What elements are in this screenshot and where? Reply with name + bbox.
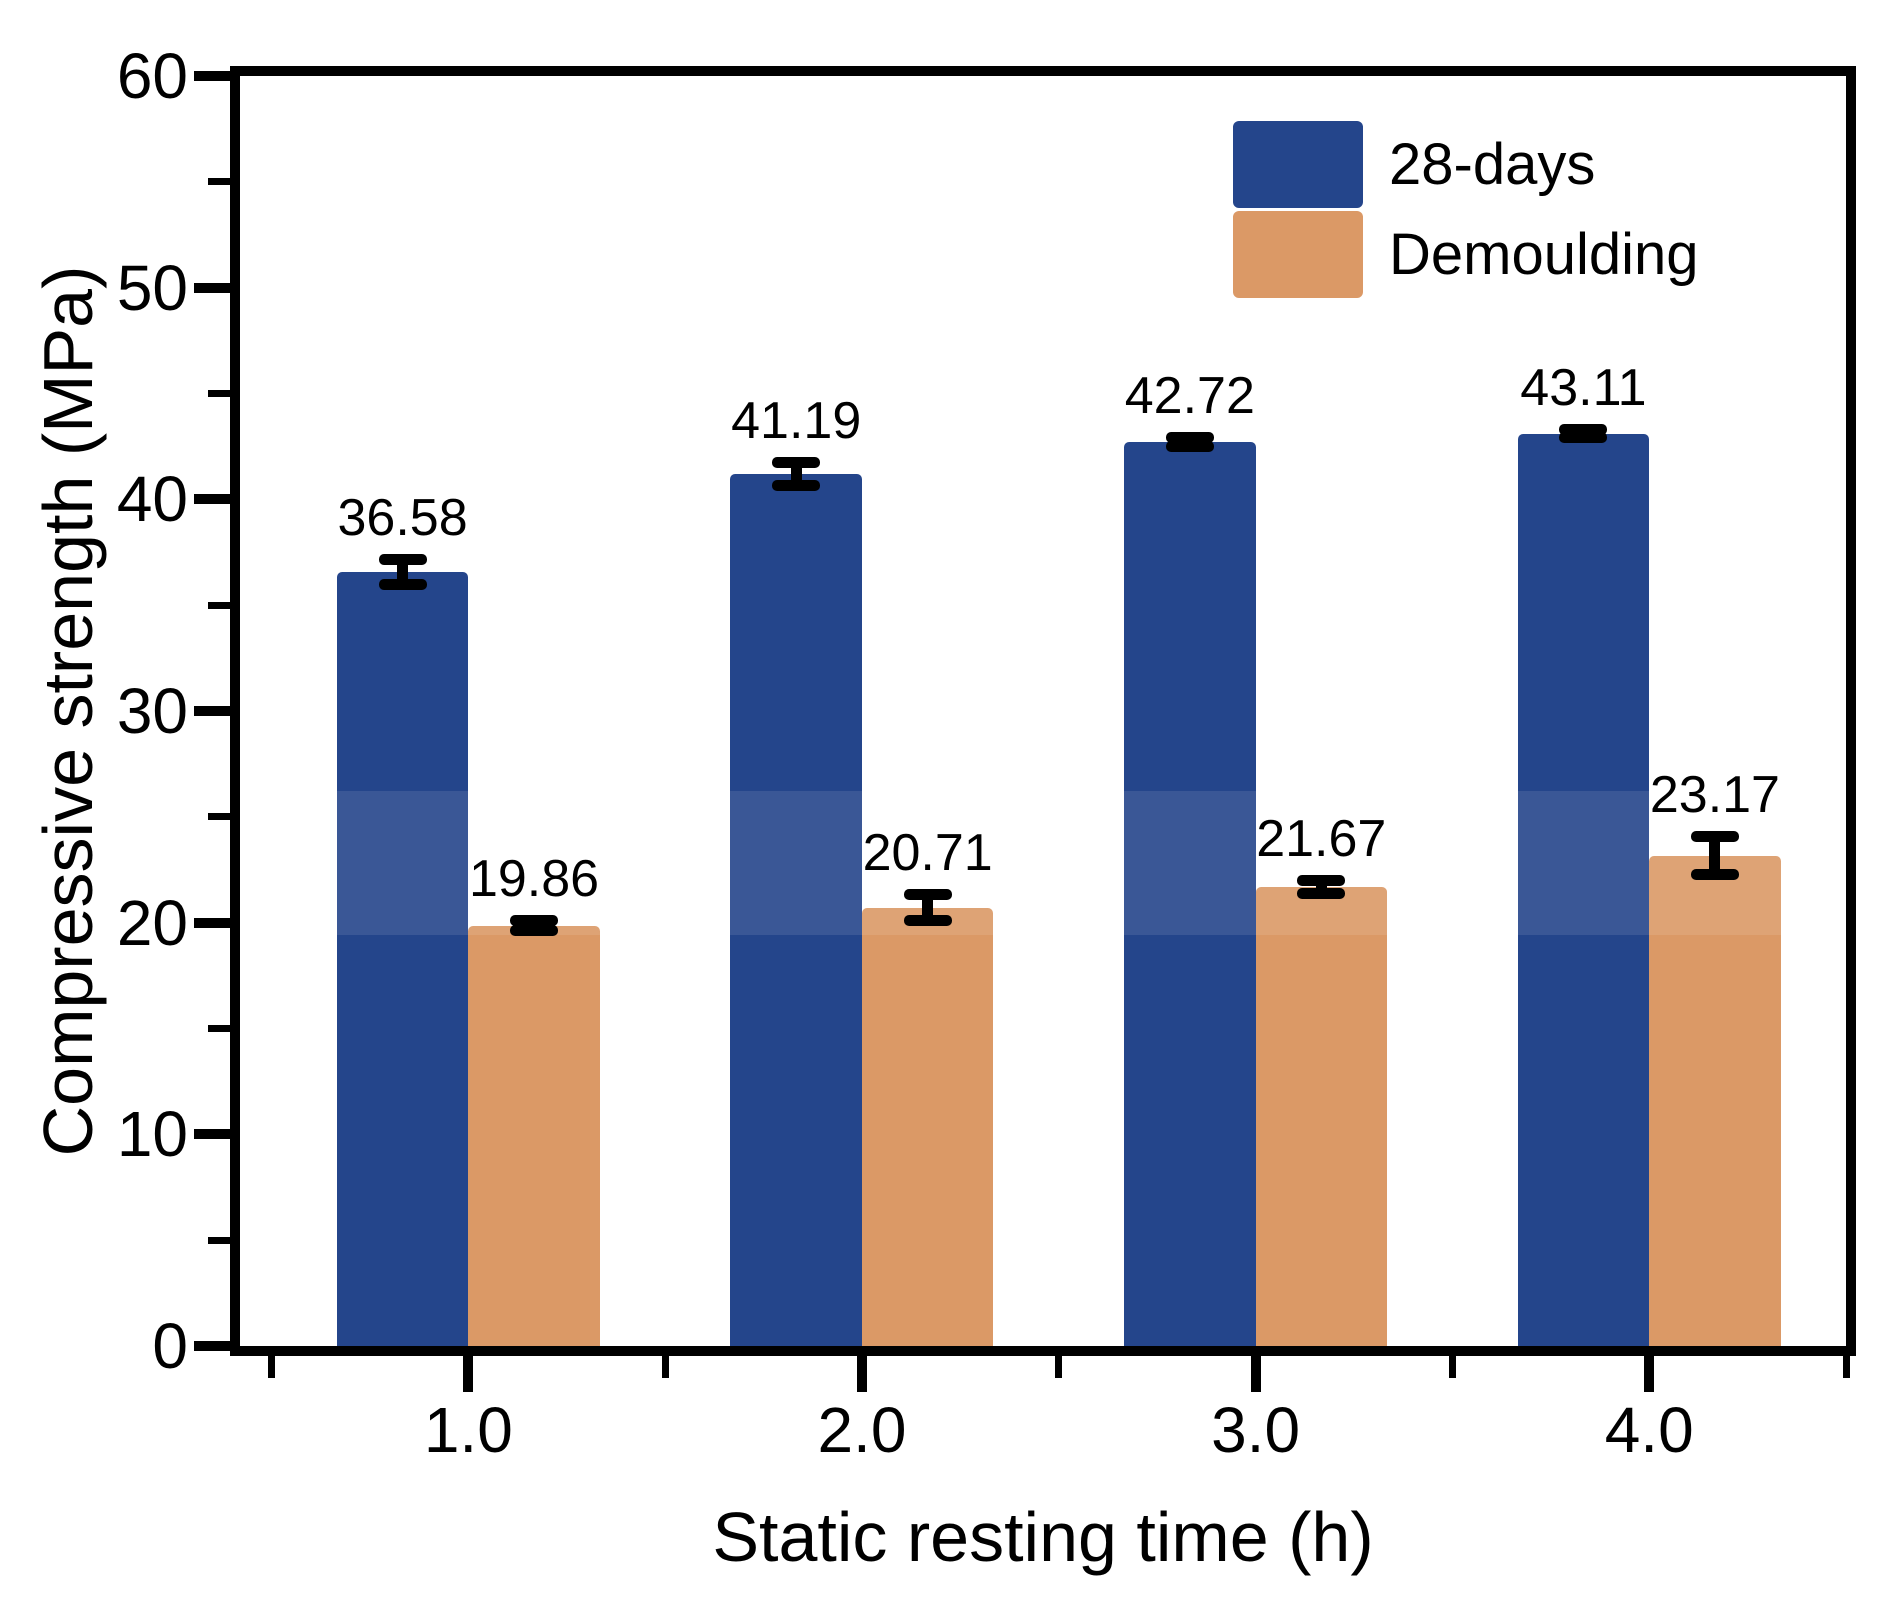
x-minor-tick-3.5	[1448, 1356, 1456, 1378]
value-label-Demoulding-3.0: 21.67	[1256, 810, 1387, 869]
x-tick-label-3.0: 3.0	[1211, 1394, 1301, 1466]
y-tick-label-40: 40	[116, 463, 188, 536]
x-minor-tick-4.5	[1842, 1356, 1850, 1378]
bar-Demoulding-1.0	[468, 925, 600, 1346]
y-major-tick-0	[194, 1341, 230, 1351]
y-major-tick-60	[194, 71, 230, 81]
error-cap-top-28-days-2.0	[772, 457, 821, 469]
legend-item-Demoulding: Demoulding	[1233, 211, 1699, 298]
value-label-28-days-3.0: 42.72	[1124, 367, 1255, 426]
x-minor-tick-2.5	[1055, 1356, 1063, 1378]
y-major-tick-10	[194, 1129, 230, 1140]
legend: 28-days Demoulding	[1233, 121, 1699, 301]
y-tick-label-60: 60	[116, 40, 188, 112]
bar-28-days-1.0	[336, 571, 469, 1346]
bar-Demoulding-4.0	[1649, 855, 1781, 1346]
error-cap-bottom-Demoulding-2.0	[903, 914, 952, 926]
error-cap-top-Demoulding-1.0	[510, 914, 559, 926]
x-tick-label-2.0: 2.0	[817, 1394, 907, 1466]
x-major-tick-4.0	[1644, 1356, 1655, 1392]
error-bar-28-days-1.0	[397, 559, 409, 585]
x-tick-label-4.0: 4.0	[1604, 1394, 1694, 1466]
bar-28-days-4.0	[1517, 433, 1650, 1346]
y-tick-label-0: 0	[152, 1310, 188, 1382]
error-cap-top-28-days-4.0	[1559, 423, 1608, 435]
y-minor-tick-15	[208, 1025, 230, 1032]
bar-28-days-3.0	[1124, 441, 1256, 1346]
y-major-tick-40	[194, 494, 230, 505]
y-tick-label-30: 30	[116, 675, 188, 747]
x-major-tick-3.0	[1250, 1356, 1261, 1392]
x-minor-tick-1.5	[661, 1356, 669, 1378]
error-bar-28-days-2.0	[790, 462, 802, 486]
error-cap-bottom-28-days-1.0	[378, 578, 427, 590]
value-label-28-days-1.0: 36.58	[337, 488, 468, 547]
y-minor-tick-5	[208, 1236, 230, 1244]
y-minor-tick-35	[208, 601, 230, 609]
error-bar-Demoulding-2.0	[922, 894, 934, 921]
x-axis-title: Static resting time (h)	[712, 1498, 1374, 1576]
value-label-28-days-4.0: 43.11	[1520, 358, 1647, 417]
error-cap-top-Demoulding-4.0	[1690, 831, 1739, 843]
error-cap-top-Demoulding-2.0	[903, 889, 952, 901]
y-major-tick-20	[194, 917, 230, 928]
error-cap-top-28-days-1.0	[378, 553, 427, 565]
legend-swatch-28-days	[1233, 121, 1363, 208]
y-minor-tick-55	[208, 178, 230, 186]
error-cap-bottom-28-days-3.0	[1165, 440, 1214, 452]
y-tick-label-10: 10	[116, 1098, 188, 1171]
bar-Demoulding-3.0	[1255, 887, 1388, 1346]
value-label-Demoulding-4.0: 23.17	[1649, 766, 1780, 825]
bar-28-days-2.0	[730, 474, 862, 1346]
value-label-28-days-2.0: 41.19	[731, 392, 862, 451]
error-cap-bottom-Demoulding-3.0	[1297, 888, 1346, 900]
error-cap-bottom-28-days-2.0	[772, 480, 821, 492]
y-major-tick-50	[194, 282, 230, 293]
legend-swatch-Demoulding	[1233, 211, 1363, 298]
error-bar-Demoulding-3.0	[1315, 880, 1327, 894]
error-cap-top-28-days-3.0	[1165, 432, 1214, 444]
error-cap-bottom-28-days-4.0	[1559, 432, 1608, 444]
error-cap-bottom-Demoulding-1.0	[510, 925, 559, 937]
y-minor-tick-45	[208, 390, 230, 397]
bar-Demoulding-2.0	[861, 907, 994, 1346]
x-major-tick-2.0	[856, 1356, 867, 1392]
y-major-tick-30	[194, 706, 230, 716]
value-label-Demoulding-2.0: 20.71	[862, 824, 993, 883]
legend-item-28-days: 28-days	[1233, 121, 1699, 208]
x-minor-tick-0.5	[267, 1356, 275, 1378]
y-axis-title: Compressive strength (MPa)	[29, 265, 107, 1157]
y-tick-label-50: 50	[116, 251, 188, 324]
y-minor-tick-25	[208, 813, 230, 821]
error-cap-bottom-Demoulding-4.0	[1690, 869, 1739, 881]
value-label-Demoulding-1.0: 19.86	[468, 849, 600, 908]
y-tick-label-20: 20	[116, 886, 188, 959]
error-cap-top-Demoulding-3.0	[1297, 875, 1346, 887]
x-major-tick-1.0	[463, 1356, 474, 1392]
error-bar-Demoulding-4.0	[1709, 836, 1721, 875]
plot-area: 0 10 20 30 40 50 60 1.0 2.0 3.0 4.0 36.58 41.19 42.72…	[117, 44, 1856, 1462]
legend-label-Demoulding: Demoulding	[1389, 221, 1699, 287]
x-tick-label-1.0: 1.0	[423, 1394, 513, 1466]
legend-label-28-days: 28-days	[1389, 131, 1596, 197]
